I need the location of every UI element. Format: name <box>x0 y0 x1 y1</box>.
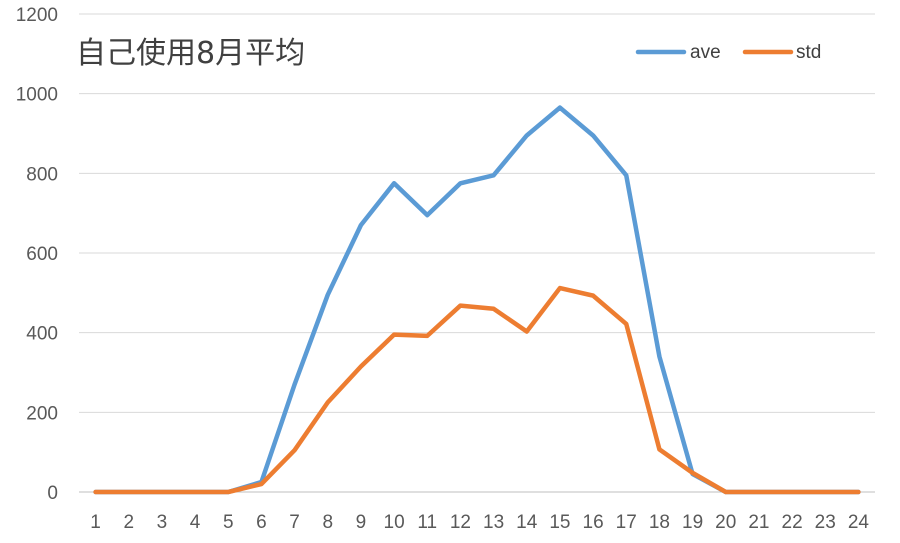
x-tick-label: 10 <box>384 512 405 533</box>
x-tick-label: 6 <box>256 512 267 533</box>
x-tick-label: 17 <box>616 512 637 533</box>
y-tick-label: 200 <box>26 403 58 424</box>
legend-label-ave: ave <box>690 42 721 63</box>
y-axis-tick-labels: 0 200 400 600 800 1000 1200 <box>16 5 58 504</box>
y-tick-label: 1000 <box>16 85 58 106</box>
x-tick-label: 13 <box>483 512 504 533</box>
x-axis-tick-labels: 1 2 3 4 5 6 7 8 9 10 11 12 13 14 15 16 17 18 19 20 21 22 23 24 <box>90 512 869 533</box>
y-tick-label: 0 <box>47 483 58 504</box>
x-tick-label: 14 <box>516 512 538 533</box>
x-tick-label: 20 <box>715 512 736 533</box>
x-tick-label: 5 <box>223 512 234 533</box>
y-tick-label: 1200 <box>16 5 58 26</box>
legend: ave std <box>635 42 821 63</box>
x-tick-label: 23 <box>815 512 836 533</box>
x-tick-label: 4 <box>190 512 201 533</box>
x-tick-label: 7 <box>289 512 300 533</box>
legend-label-std: std <box>796 42 821 63</box>
x-tick-label: 15 <box>549 512 570 533</box>
x-tick-label: 21 <box>748 512 769 533</box>
y-tick-label: 800 <box>26 164 58 185</box>
x-tick-label: 2 <box>123 512 134 533</box>
x-tick-label: 9 <box>356 512 367 533</box>
x-tick-label: 18 <box>649 512 670 533</box>
x-tick-label: 3 <box>157 512 168 533</box>
x-tick-label: 12 <box>450 512 471 533</box>
x-tick-label: 11 <box>417 512 437 533</box>
x-tick-label: 16 <box>583 512 604 533</box>
x-tick-label: 22 <box>782 512 803 533</box>
y-tick-label: 400 <box>26 324 58 345</box>
x-tick-label: 24 <box>848 512 870 533</box>
chart-title: 自己使用8月平均 <box>76 36 305 71</box>
x-tick-label: 1 <box>90 512 101 533</box>
x-tick-label: 19 <box>682 512 703 533</box>
y-tick-label: 600 <box>26 244 58 265</box>
series-lines <box>93 105 861 495</box>
series-line-std <box>93 285 861 495</box>
x-tick-label: 8 <box>322 512 333 533</box>
gridlines <box>79 13 875 493</box>
series-line-ave <box>93 105 861 495</box>
